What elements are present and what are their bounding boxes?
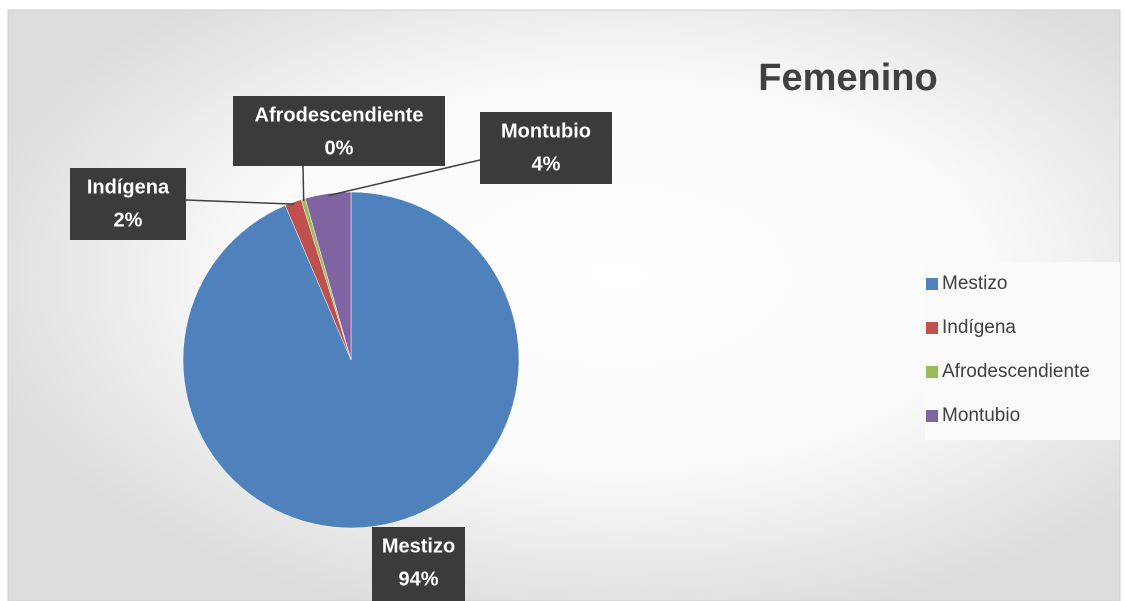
legend-label: Afrodescendiente (942, 361, 1090, 382)
pie-slice (304, 191, 352, 361)
data-label-value: 0% (325, 137, 354, 159)
data-label-name: Mestizo (382, 535, 455, 557)
legend-swatch (926, 322, 938, 334)
legend-swatch (926, 366, 938, 378)
data-label-value: 2% (114, 209, 143, 231)
legend-label: Mestizo (942, 273, 1007, 294)
data-label-box (480, 112, 612, 184)
data-label-box (372, 527, 465, 601)
legend-swatch (926, 410, 938, 422)
data-label-value: 4% (532, 153, 561, 175)
legend (925, 262, 1120, 440)
data-label-name: Indígena (87, 176, 170, 198)
chart-title: Femenino (758, 57, 937, 99)
data-label-name: Afrodescendiente (255, 104, 424, 126)
data-label-box (70, 168, 186, 240)
legend-label: Indígena (942, 317, 1016, 338)
legend-label: Montubio (942, 405, 1020, 426)
data-label-value: 94% (398, 568, 438, 590)
leader-line (302, 165, 305, 201)
leader-line (185, 199, 294, 205)
data-label-name: Montubio (501, 120, 591, 142)
leader-line (327, 159, 481, 197)
data-label-box (233, 96, 445, 166)
legend-swatch (926, 278, 938, 290)
